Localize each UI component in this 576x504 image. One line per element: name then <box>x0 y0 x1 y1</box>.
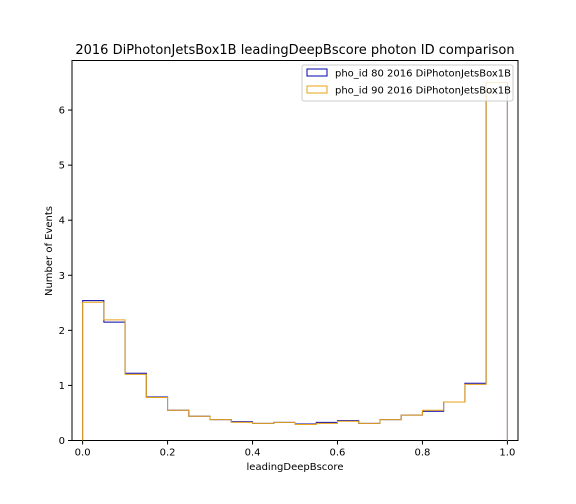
legend: pho_id 80 2016 DiPhotonJetsBox1B pho_id 9… <box>301 64 514 102</box>
y-tick-label: 5 <box>59 161 65 172</box>
x-tick-label: 0.6 <box>330 448 346 459</box>
plot-area <box>71 60 519 441</box>
y-tick-label: 2 <box>59 326 65 337</box>
y-tick-label: 1 <box>59 381 65 392</box>
series-group <box>82 82 508 441</box>
legend-swatch <box>306 85 328 94</box>
series-2-histogram <box>82 82 508 441</box>
y-axis-label: Number of Events <box>44 206 55 296</box>
x-axis-label: leadingDeepBscore <box>247 462 344 473</box>
x-tick-label: 0.2 <box>160 448 176 459</box>
y-tick-label: 3 <box>59 271 65 282</box>
y-tick-label: 0 <box>59 436 65 447</box>
y-tick-label: 6 <box>59 106 65 117</box>
x-tick-label: 1.0 <box>499 448 515 459</box>
legend-label: pho_id 80 2016 DiPhotonJetsBox1B <box>335 69 511 80</box>
legend-label: pho_id 90 2016 DiPhotonJetsBox1B <box>335 86 511 97</box>
legend-frame <box>301 64 514 102</box>
legend-swatch <box>306 68 328 77</box>
x-tick-label: 0.0 <box>75 448 91 459</box>
x-tick-label: 0.8 <box>414 448 430 459</box>
y-axis-ticks: 0 1 2 3 4 5 6 <box>59 106 72 447</box>
x-tick-label: 0.4 <box>245 448 261 459</box>
chart-title: 2016 DiPhotonJetsBox1B leadingDeepBscore… <box>75 43 514 58</box>
x-axis-ticks: 0.0 0.2 0.4 0.6 0.8 1.0 <box>75 440 515 459</box>
y-tick-label: 4 <box>59 216 65 227</box>
plot-frame <box>71 60 519 441</box>
